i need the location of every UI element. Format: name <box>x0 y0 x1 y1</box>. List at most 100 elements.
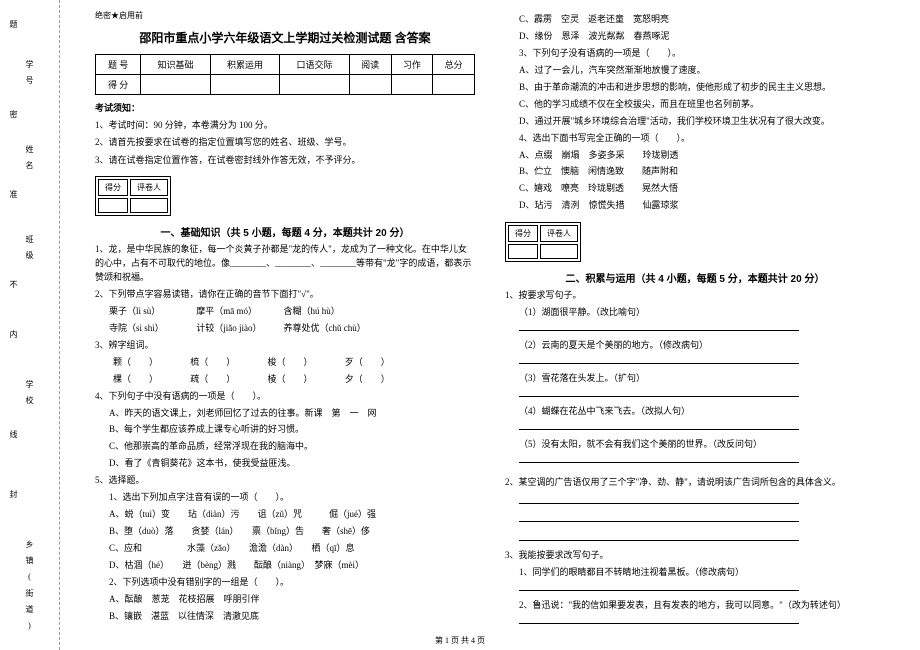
q2: 2、下列带点字容易读错，请你在正确的音节下面打"√"。 <box>95 288 475 302</box>
score-header: 口语交际 <box>280 55 350 75</box>
binding-label: 学号 <box>24 60 35 92</box>
binding-label: 班级 <box>24 235 35 267</box>
notice-item: 2、请首先按要求在试卷的指定位置填写您的姓名、班级、学号。 <box>95 135 475 149</box>
s2-q1-sub: （3）雪花落在头发上。（扩句） <box>519 372 885 402</box>
notice-item: 3、请在试卷指定位置作答，在试卷密封线外作答无效，不予评分。 <box>95 153 475 167</box>
binding-char: 准 <box>8 190 19 198</box>
answer-line <box>519 530 885 546</box>
answer-blank <box>519 386 799 397</box>
q5-1-opt: A、蜕（tuì）变 玷（diàn）污 诅（zǔ）咒 倔（jué）强 <box>109 508 475 522</box>
main-content: 绝密★启用前 邵阳市重点小学六年级语文上学期过关检测试题 含答案 题 号 知识基… <box>60 0 920 650</box>
answer-blank <box>519 452 799 463</box>
q3: 3、辨字组词。 <box>95 339 475 353</box>
scorebox-label: 得分 <box>98 179 128 196</box>
s2-q3-sub: 2、鲁迅说："我的信如果要发表，且有发表的地方，我可以同意。"（改为转述句） <box>519 599 885 629</box>
confidential-mark: 绝密★启用前 <box>95 10 475 21</box>
notice-list: 1、考试时间：90 分钟，本卷满分为 100 分。 2、请首先按要求在试卷的指定… <box>95 118 475 167</box>
binding-column: 题 学号 密 姓名 准 班级 不 内 学校 线 封 乡镇(街道) <box>0 0 60 650</box>
char-item: 棵（ ） <box>113 373 188 387</box>
q5-4: 4、选出下面书写完全正确的一项（ ）。 <box>519 132 885 146</box>
char-item: 梭（ ） <box>268 356 343 370</box>
q4-opt: D、看了《青铜葵花》这本书，使我受益匪浅。 <box>109 457 475 471</box>
sub-text: （4）蝴蝶在花丛中飞来飞去。（改拟人句） <box>519 406 690 416</box>
q4: 4、下列句子中没有语病的一项是（ ）。 <box>95 390 475 404</box>
score-cell <box>391 75 433 95</box>
s2-q3-sub: 1、同学们的眼睛都目不转睛地注视着黑板。（修改病句） <box>519 566 885 596</box>
section-scorebox: 得分评卷人 <box>505 222 581 262</box>
score-cell <box>280 75 350 95</box>
q5-4-opt: A、点缀 崩塌 多姿多采 玲珑剔透 <box>519 149 885 163</box>
score-header: 阅读 <box>349 55 391 75</box>
q5-3-opt: C、他的学习成绩不仅在全校拔尖，而且在班里也名列前茅。 <box>519 98 885 112</box>
score-cell <box>210 75 280 95</box>
pinyin-item: 养尊处优（chǔ chù） <box>284 322 369 336</box>
answer-blank <box>519 580 799 591</box>
score-cell <box>141 75 211 95</box>
sub-text: 1、同学们的眼睛都目不转睛地注视着黑板。（修改病句） <box>519 567 744 577</box>
s2-q3: 3、我能按要求改写句子。 <box>505 549 885 563</box>
q2-row: 寺院（sì shì） 计较（jiǎo jiào） 养尊处优（chǔ chù） <box>109 322 475 336</box>
q4-opt: A、昨天的语文课上，刘老师回忆了过去的往事。新课 第 一 网 <box>109 407 475 421</box>
q5-1-opt: D、枯涸（hé） 迸（bèng）溅 酝酿（niàng） 梦寐（mèi） <box>109 559 475 573</box>
q5-3: 3、下列句子没有语病的一项是（ ）。 <box>519 47 885 61</box>
binding-char: 密 <box>8 110 19 118</box>
answer-blank <box>519 419 799 430</box>
score-cell: 得 分 <box>96 75 141 95</box>
right-column: C、霹雳 空灵 返老还童 宽怒明亮 D、缘份 恩泽 波光粼粼 春燕啄泥 3、下列… <box>490 10 900 640</box>
q4-opt: B、每个学生都应该养成上课专心听讲的好习惯。 <box>109 423 475 437</box>
q5-2-opt: B、镶嵌 湛蓝 以往情深 清澈见底 <box>109 610 475 624</box>
page-footer: 第 1 页 共 4 页 <box>0 635 920 646</box>
answer-line <box>519 493 885 509</box>
binding-label: 学校 <box>24 380 35 412</box>
sub-text: （5）没有太阳，就不会有我们这个美丽的世界。（改反问句） <box>519 439 762 449</box>
binding-char: 封 <box>8 490 19 498</box>
binding-label: 姓名 <box>24 145 35 177</box>
binding-char: 内 <box>8 330 19 338</box>
q5-3-opt: B、由于革命潮流的冲击和进步思想的影响，使他形成了初步的民主主义思想。 <box>519 81 885 95</box>
sub-text: 2、鲁迅说："我的信如果要发表，且有发表的地方，我可以同意。"（改为转述句） <box>519 600 846 610</box>
q5: 5、选择题。 <box>95 474 475 488</box>
q5-4-opt: B、伫立 懊脑 闲情逸致 随声附和 <box>519 165 885 179</box>
char-item: 夕（ ） <box>345 373 420 387</box>
score-cell <box>349 75 391 95</box>
pinyin-item: 计较（jiǎo jiào） <box>196 322 281 336</box>
notice-item: 1、考试时间：90 分钟，本卷满分为 100 分。 <box>95 118 475 132</box>
answer-line <box>519 511 885 527</box>
answer-blank <box>519 511 799 522</box>
q5-1-opt: B、堕（duò）落 贪婪（lán） 禀（bǐng）告 奢（shē）侈 <box>109 525 475 539</box>
q5-2: 2、下列选项中没有错别字的一组是（ ）。 <box>109 576 475 590</box>
answer-blank <box>519 320 799 331</box>
q3-row: 棵（ ） 疏（ ） 棱（ ） 夕（ ） <box>113 373 475 387</box>
section2-title: 二、积累与运用（共 4 小题，每题 5 分，本题共计 20 分） <box>505 270 885 285</box>
scorebox-label: 评卷人 <box>540 225 578 242</box>
sub-text: （1）湖面很平静。（改比喻句） <box>519 307 645 317</box>
exam-title: 邵阳市重点小学六年级语文上学期过关检测试题 含答案 <box>95 29 475 46</box>
q5-2-opt: A、酝酿 葱茏 花枝招展 呼朋引伴 <box>109 593 475 607</box>
char-item: 梳（ ） <box>190 356 265 370</box>
s2-q1-sub: （4）蝴蝶在花丛中飞来飞去。（改拟人句） <box>519 405 885 435</box>
score-table: 题 号 知识基础 积累运用 口语交际 阅读 习作 总分 得 分 <box>95 54 475 95</box>
section1-title: 一、基础知识（共 5 小题，每题 4 分，本题共计 20 分） <box>95 224 475 239</box>
binding-char: 不 <box>8 280 19 288</box>
q5-1: 1、选出下列加点字注音有误的一项（ ）。 <box>109 491 475 505</box>
s2-q2: 2、某空调的广告语仅用了三个字"净、劲、静"，请说明该广告词所包含的具体含义。 <box>505 476 885 490</box>
binding-label: 乡镇(街道) <box>24 540 35 638</box>
pinyin-item: 摩平（mā mó） <box>196 305 281 319</box>
q5-3-opt: D、通过开展"城乡环境综合治理"活动，我们学校环境卫生状况有了很大改变。 <box>519 115 885 129</box>
pinyin-item: 栗子（lì sù） <box>109 305 194 319</box>
q5-4-opt: C、嬉戏 嘹亮 玲珑剔透 晃然大悟 <box>519 182 885 196</box>
section-scorebox: 得分评卷人 <box>95 176 171 216</box>
score-header: 习作 <box>391 55 433 75</box>
pinyin-item: 含糊（hú hù） <box>284 305 369 319</box>
s2-q1-sub: （5）没有太阳，就不会有我们这个美丽的世界。（改反问句） <box>519 438 885 468</box>
pinyin-item: 寺院（sì shì） <box>109 322 194 336</box>
char-item: 歹（ ） <box>345 356 420 370</box>
q5-4-opt: D、玷污 清洌 惊慌失措 仙露琼浆 <box>519 199 885 213</box>
s2-q1: 1、按要求写句子。 <box>505 289 885 303</box>
q3-row: 颗（ ） 梳（ ） 梭（ ） 歹（ ） <box>113 356 475 370</box>
char-item: 颗（ ） <box>113 356 188 370</box>
score-header: 总分 <box>433 55 475 75</box>
q1: 1、龙，是中华民族的象征，每一个炎黄子孙都是"龙的传人"，龙成为了一种文化。在中… <box>95 243 475 285</box>
answer-blank <box>519 353 799 364</box>
score-header: 知识基础 <box>141 55 211 75</box>
